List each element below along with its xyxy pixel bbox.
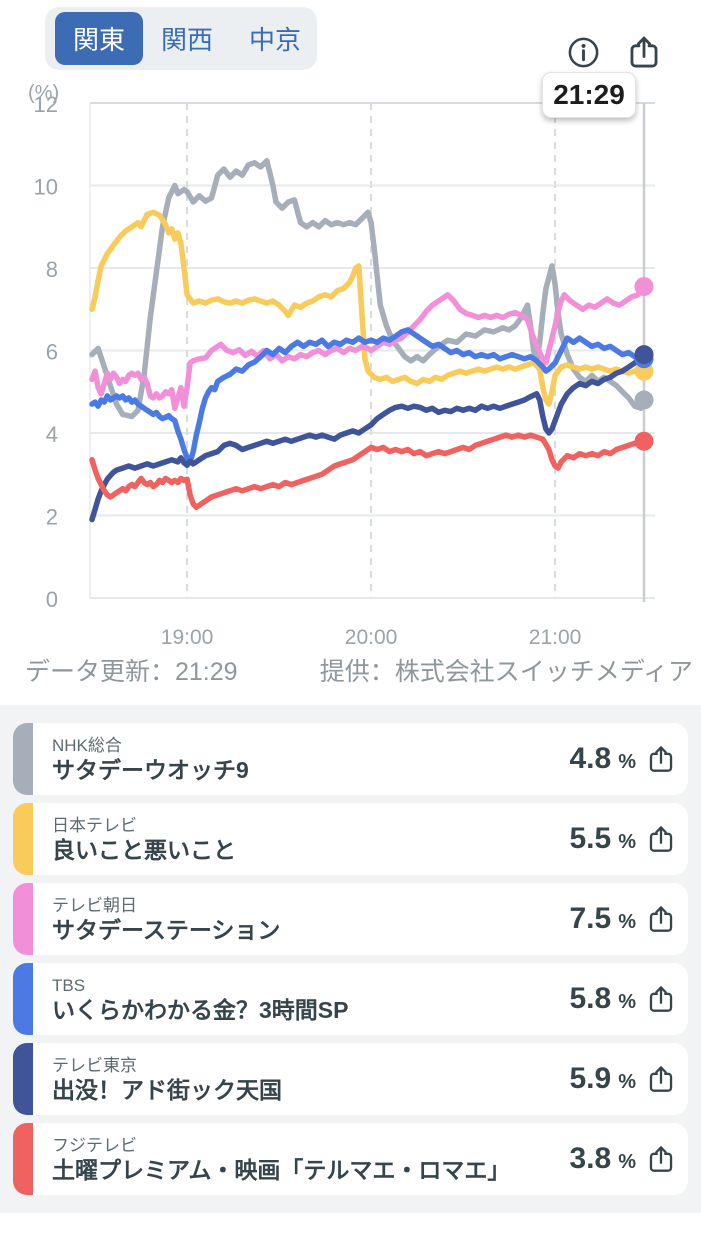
rating-number: 7.5 bbox=[569, 902, 612, 935]
channel-color-bar bbox=[13, 963, 33, 1035]
svg-text:8: 8 bbox=[46, 257, 58, 282]
svg-text:6: 6 bbox=[46, 340, 58, 365]
series-lines bbox=[89, 158, 647, 523]
share-program-button[interactable] bbox=[646, 983, 676, 1015]
share-box-arrow-up-icon bbox=[646, 1063, 676, 1095]
svg-text:12: 12 bbox=[34, 92, 58, 117]
series-line-テレビ朝日 bbox=[89, 283, 647, 412]
share-program-button[interactable] bbox=[646, 903, 676, 935]
share-program-button[interactable] bbox=[646, 743, 676, 775]
network-name: フジテレビ bbox=[52, 1135, 137, 1155]
rating-unit: % bbox=[618, 911, 636, 933]
rating-unit: % bbox=[618, 831, 636, 853]
chart-footer: データ更新：21:29 提供：株式会社スイッチメディア bbox=[0, 652, 701, 686]
rating-value: 4.8 % bbox=[569, 742, 636, 776]
series-line-TBS bbox=[89, 327, 647, 465]
channel-card-nhk[interactable]: NHK総合 サタデーウオッチ9 4.8 % bbox=[13, 723, 688, 795]
rating-unit: % bbox=[618, 1151, 636, 1173]
channel-color-bar bbox=[13, 1043, 33, 1115]
channel-card-tvasahi[interactable]: テレビ朝日 サタデーステーション 7.5 % bbox=[13, 883, 688, 955]
rating-number: 5.8 bbox=[569, 982, 612, 1015]
data-updated-label: データ更新：21:29 bbox=[25, 658, 238, 686]
time-cursor-tooltip: 21:29 bbox=[542, 72, 636, 118]
rating-value: 5.5 % bbox=[569, 822, 636, 856]
channel-color-bar bbox=[13, 883, 33, 955]
channel-color-bar bbox=[13, 803, 33, 875]
rating-number: 4.8 bbox=[569, 742, 612, 775]
network-name: テレビ東京 bbox=[52, 1055, 137, 1075]
svg-text:10: 10 bbox=[34, 175, 58, 200]
series-line-日本テレビ bbox=[89, 209, 647, 407]
share-box-arrow-up-icon bbox=[626, 33, 662, 71]
network-name: NHK総合 bbox=[52, 735, 122, 755]
svg-text:21:00: 21:00 bbox=[529, 626, 582, 649]
series-line-テレビ東京 bbox=[89, 351, 647, 523]
svg-text:0: 0 bbox=[46, 587, 58, 612]
channel-card-ntv[interactable]: 日本テレビ 良いこと悪いこと 5.5 % bbox=[13, 803, 688, 875]
rating-value: 7.5 % bbox=[569, 902, 636, 936]
program-title: サタデーウオッチ9 bbox=[52, 756, 249, 783]
svg-text:19:00: 19:00 bbox=[161, 626, 214, 649]
rating-number: 3.8 bbox=[569, 1142, 612, 1175]
svg-text:20:00: 20:00 bbox=[345, 626, 398, 649]
share-button[interactable] bbox=[626, 33, 662, 71]
svg-text:2: 2 bbox=[46, 505, 58, 530]
region-tabs: 関東 関西 中京 bbox=[45, 7, 317, 70]
channel-text: フジテレビ 土曜プレミアム・映画「テルマエ・ロマエ」 bbox=[52, 1135, 569, 1184]
series-line-NHK総合 bbox=[89, 158, 647, 420]
share-program-button[interactable] bbox=[646, 1143, 676, 1175]
channel-card-tbs[interactable]: TBS いくらかわかる金？3時間SP 5.8 % bbox=[13, 963, 688, 1035]
data-provider-label: 提供：株式会社スイッチメディア bbox=[319, 658, 693, 686]
channel-card-fujitv[interactable]: フジテレビ 土曜プレミアム・映画「テルマエ・ロマエ」 3.8 % bbox=[13, 1123, 688, 1195]
rating-unit: % bbox=[618, 751, 636, 773]
share-box-arrow-up-icon bbox=[646, 743, 676, 775]
share-program-button[interactable] bbox=[646, 823, 676, 855]
end-dot-テレビ東京 bbox=[634, 345, 654, 365]
svg-text:4: 4 bbox=[46, 422, 58, 447]
info-button[interactable] bbox=[567, 36, 600, 69]
share-program-button[interactable] bbox=[646, 1063, 676, 1095]
rating-number: 5.5 bbox=[569, 822, 612, 855]
tab-kansai[interactable]: 関西 bbox=[143, 12, 231, 65]
end-dot-フジテレビ bbox=[634, 431, 654, 451]
end-dot-テレビ朝日 bbox=[634, 277, 654, 297]
tab-kanto[interactable]: 関東 bbox=[55, 12, 144, 65]
end-dot-NHK総合 bbox=[634, 390, 654, 410]
channel-text: テレビ東京 出没！アド街ック天国 bbox=[52, 1055, 569, 1104]
share-box-arrow-up-icon bbox=[646, 903, 676, 935]
channel-card-tvtokyo[interactable]: テレビ東京 出没！アド街ック天国 5.9 % bbox=[13, 1043, 688, 1115]
rating-unit: % bbox=[618, 991, 636, 1013]
channel-text: 日本テレビ 良いこと悪いこと bbox=[52, 815, 569, 864]
share-box-arrow-up-icon bbox=[646, 1143, 676, 1175]
ratings-chart[interactable]: 12 10 8 6 4 2 0 (%) 19:00 20:00 21:00 bbox=[0, 0, 701, 710]
channel-text: テレビ朝日 サタデーステーション bbox=[52, 895, 569, 944]
program-title: 良いこと悪いこと bbox=[52, 836, 236, 863]
info-circle-icon bbox=[567, 36, 600, 69]
series-line-フジテレビ bbox=[89, 432, 647, 511]
rating-value: 5.8 % bbox=[569, 982, 636, 1016]
channel-list: NHK総合 サタデーウオッチ9 4.8 % 日本テレビ 良いこと悪いこと 5.5… bbox=[0, 705, 701, 1213]
tab-chukyo[interactable]: 中京 bbox=[231, 12, 319, 65]
series-end-dots bbox=[634, 277, 654, 451]
program-title: いくらかわかる金？3時間SP bbox=[52, 996, 349, 1023]
channel-text: NHK総合 サタデーウオッチ9 bbox=[52, 735, 569, 784]
network-name: TBS bbox=[52, 975, 86, 995]
rating-number: 5.9 bbox=[569, 1062, 612, 1095]
rating-value: 3.8 % bbox=[569, 1142, 636, 1176]
rating-unit: % bbox=[618, 1071, 636, 1093]
network-name: テレビ朝日 bbox=[52, 895, 137, 915]
share-box-arrow-up-icon bbox=[646, 823, 676, 855]
header-actions bbox=[567, 33, 662, 71]
channel-color-bar bbox=[13, 1123, 33, 1195]
channel-text: TBS いくらかわかる金？3時間SP bbox=[52, 975, 569, 1024]
program-title: 土曜プレミアム・映画「テルマエ・ロマエ」 bbox=[52, 1156, 511, 1183]
network-name: 日本テレビ bbox=[52, 815, 137, 835]
share-box-arrow-up-icon bbox=[646, 983, 676, 1015]
program-title: サタデーステーション bbox=[52, 916, 281, 943]
channel-color-bar bbox=[13, 723, 33, 795]
svg-text:(%): (%) bbox=[28, 82, 59, 104]
program-title: 出没！アド街ック天国 bbox=[52, 1076, 282, 1103]
rating-value: 5.9 % bbox=[569, 1062, 636, 1096]
